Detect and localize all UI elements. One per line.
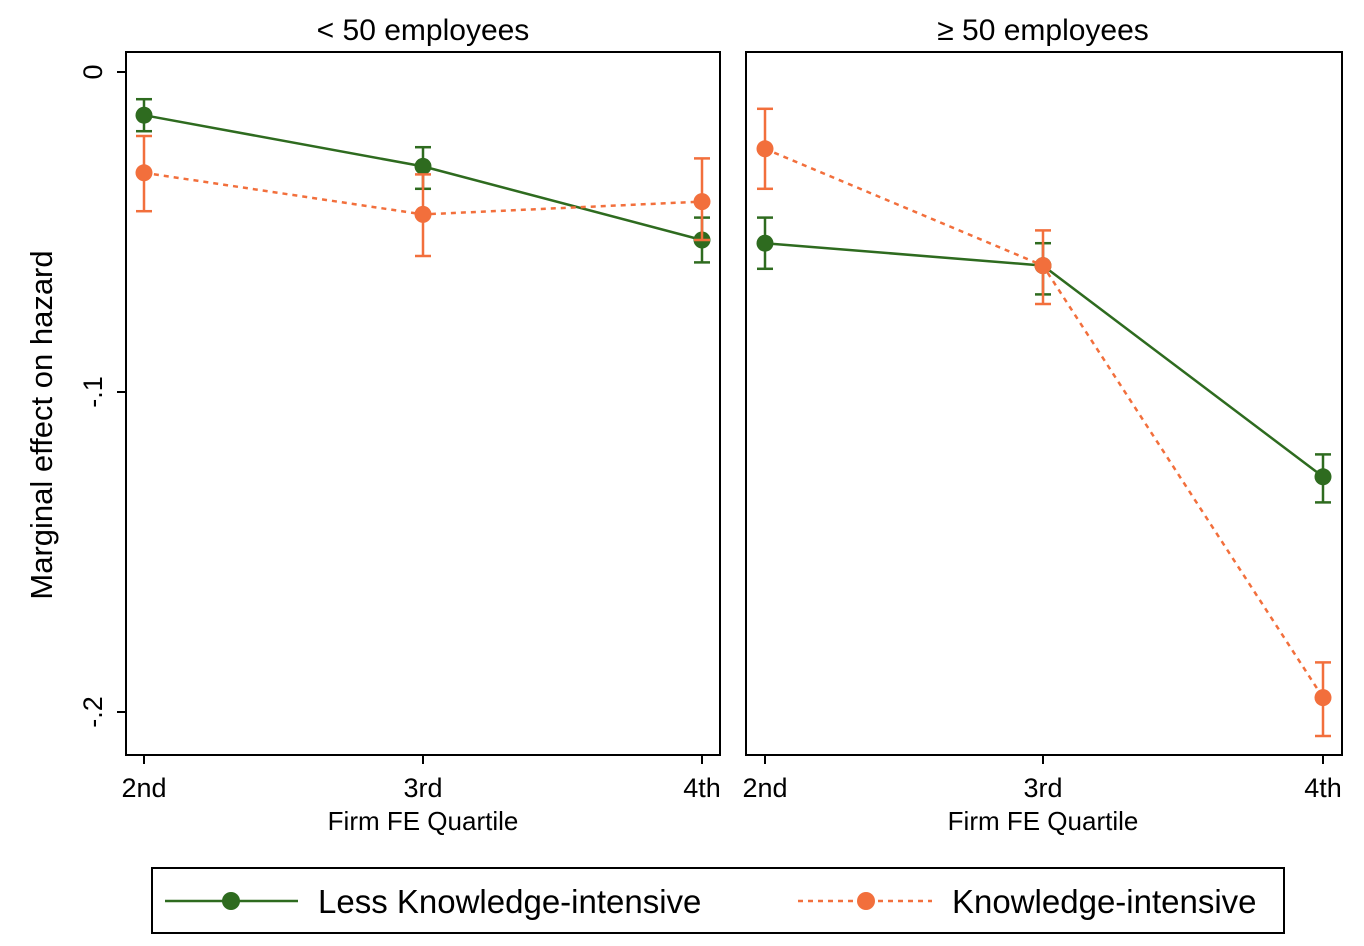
y-tick-label-1: -.1 (78, 376, 108, 408)
x-axis-title-small-firms: Firm FE Quartile (328, 806, 519, 836)
legend-label-knowledge: Knowledge-intensive (952, 883, 1257, 920)
x-tick-label-small-firms-0: 2nd (121, 773, 166, 803)
y-tick-label-0: 0 (78, 64, 108, 79)
panel-small-firms: < 50 employees Firm FE Quartile 0 -.1 -.2 2… (78, 14, 721, 836)
data-point-knowledge-large-firms-2 (1314, 689, 1332, 707)
panel-large-firms: ≥ 50 employees Firm FE Quartile 2nd 3rd 4t… (742, 14, 1343, 836)
panel-title-small-firms: < 50 employees (317, 14, 530, 47)
x-tick-label-large-firms-1: 3rd (1023, 773, 1062, 803)
data-point-less-knowledge-small-firms-0 (135, 106, 153, 124)
legend-box (151, 867, 1285, 934)
data-point-knowledge-large-firms-0 (756, 140, 774, 158)
data-point-less-knowledge-small-firms-1 (414, 157, 432, 175)
data-point-less-knowledge-large-firms-2 (1314, 468, 1332, 486)
data-point-knowledge-small-firms-0 (135, 164, 153, 182)
x-tick-label-large-firms-0: 2nd (742, 773, 787, 803)
data-point-knowledge-small-firms-2 (693, 193, 711, 211)
legend: Less Knowledge-intensive Knowledge-inten… (151, 867, 1285, 934)
data-point-knowledge-large-firms-1 (1034, 257, 1052, 275)
data-point-knowledge-small-firms-1 (414, 205, 432, 223)
x-tick-label-large-firms-2: 4th (1304, 773, 1342, 803)
panel-title-large-firms: ≥ 50 employees (937, 14, 1149, 47)
legend-marker-less-knowledge (222, 892, 240, 910)
plot-frame-large-firms (745, 51, 1343, 756)
x-axis-title-large-firms: Firm FE Quartile (948, 806, 1139, 836)
x-tick-label-small-firms-2: 4th (683, 773, 721, 803)
legend-label-less-knowledge: Less Knowledge-intensive (318, 883, 701, 920)
y-axis-title: Marginal effect on hazard (24, 250, 59, 599)
legend-marker-knowledge (857, 892, 875, 910)
y-tick-label-2: -.2 (78, 696, 108, 728)
data-point-less-knowledge-large-firms-0 (756, 234, 774, 252)
x-tick-label-small-firms-1: 3rd (403, 773, 442, 803)
